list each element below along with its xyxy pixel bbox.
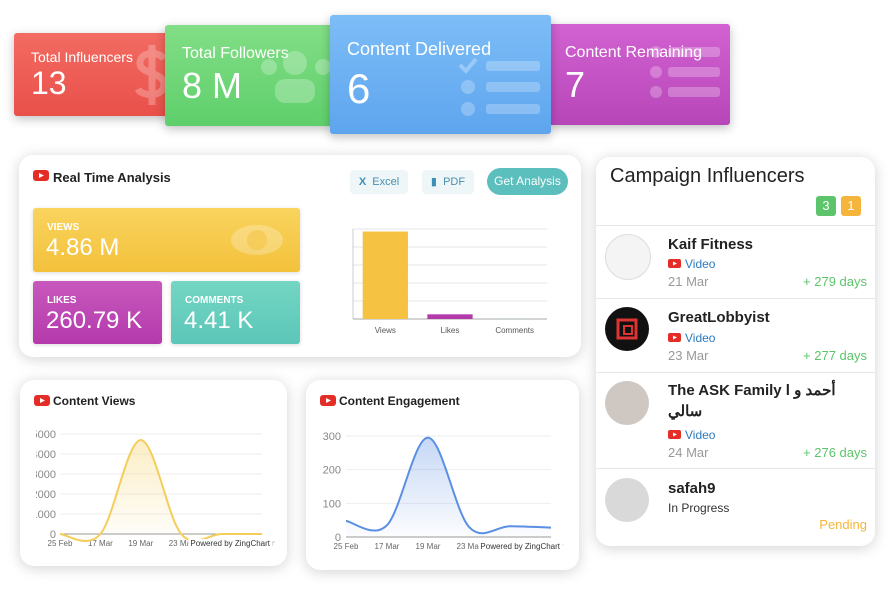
button-label: Excel <box>372 176 400 188</box>
days: + 279 days <box>803 274 867 289</box>
stat-label: Total Followers <box>182 45 289 62</box>
metric-value: 4.41 K <box>184 307 254 334</box>
metric-value: 260.79 K <box>46 307 143 334</box>
eye-icon <box>231 225 283 255</box>
chart-title: Content Views <box>53 394 136 408</box>
youtube-icon <box>34 395 50 406</box>
engagement-panel: Content Engagement <box>306 380 579 570</box>
panel-title: Real Time Analysis <box>53 170 171 185</box>
youtube-icon <box>668 333 681 342</box>
influencer-name: The ASK Family l أحمد و سالي <box>668 382 836 420</box>
campaign-panel: Campaign Influencers 3 1 Kaif Fitness Vi… <box>596 157 875 546</box>
panel-title: Campaign Influencers <box>610 165 805 187</box>
stat-card: Total Followers 8 M <box>165 25 335 126</box>
stat-card: Content Delivered 6 <box>330 15 551 134</box>
content-type[interactable]: Video <box>685 257 716 271</box>
youtube-icon <box>668 430 681 439</box>
stat-label: Content Delivered <box>347 39 492 59</box>
metric-card: VIEWS 4.86 M <box>33 208 300 272</box>
stat-card: Content Remaining 7 <box>548 24 730 125</box>
metric-value: 4.86 M <box>46 234 120 261</box>
badge: 3 <box>816 196 836 216</box>
views-panel: Content Views <box>20 380 287 566</box>
users-icon <box>261 51 331 103</box>
stat-value: 7 <box>565 64 586 105</box>
date: 21 Mar <box>668 274 709 289</box>
days: + 277 days <box>803 348 867 363</box>
youtube-icon <box>320 395 336 406</box>
stat-card: Total Influencers 13 <box>14 33 170 116</box>
stat-label: Content Remaining <box>565 44 702 61</box>
influencer-name: Kaif Fitness <box>668 236 754 253</box>
badge: 1 <box>841 196 861 216</box>
youtube-icon <box>33 170 49 181</box>
avatar <box>605 234 651 280</box>
dollar-icon <box>134 45 168 105</box>
date: 24 Mar <box>668 445 709 460</box>
influencer-name: GreatLobbyist <box>668 309 770 326</box>
chart-title: Content Engagement <box>339 394 460 408</box>
influencer-row: The ASK Family l أحمد و سالي Video 24 Ma… <box>596 372 875 469</box>
avatar <box>605 307 649 351</box>
analysis-panel: Real Time Analysis X Excel ▮ PDF Get Ana… <box>19 155 581 357</box>
metric-card: LIKES 260.79 K <box>33 281 162 344</box>
avatar <box>605 478 649 522</box>
button-label: PDF <box>443 176 466 188</box>
influencer-row: Kaif Fitness Video 21 Mar + 279 days <box>596 225 875 299</box>
stat-value: 13 <box>31 65 67 101</box>
metric-card: COMMENTS 4.41 K <box>171 281 300 344</box>
stat-label: Total Influencers <box>31 49 133 65</box>
metric-label: VIEWS <box>47 222 80 233</box>
checklist-icon <box>458 57 540 116</box>
avatar <box>605 381 649 425</box>
content-type[interactable]: Video <box>685 428 716 442</box>
stat-value: 8 M <box>182 65 243 106</box>
get-analysis-button[interactable]: Get Analysis <box>487 168 568 195</box>
content-type[interactable]: Video <box>685 331 716 345</box>
list-icon <box>650 46 720 98</box>
metric-label: LIKES <box>47 295 77 306</box>
stat-value: 6 <box>347 65 371 112</box>
influencer-name: safah9 <box>668 480 716 497</box>
date: 23 Mar <box>668 348 709 363</box>
influencer-row: GreatLobbyist Video 23 Mar + 277 days <box>596 298 875 373</box>
metric-label: COMMENTS <box>185 295 244 306</box>
excel-button[interactable]: X Excel <box>350 170 408 194</box>
pending-state: Pending <box>819 517 867 532</box>
days: + 276 days <box>803 445 867 460</box>
pdf-button[interactable]: ▮ PDF <box>422 170 474 194</box>
influencer-row: safah9 In Progress Pending <box>596 468 875 543</box>
status: In Progress <box>668 501 730 515</box>
youtube-icon <box>668 259 681 268</box>
